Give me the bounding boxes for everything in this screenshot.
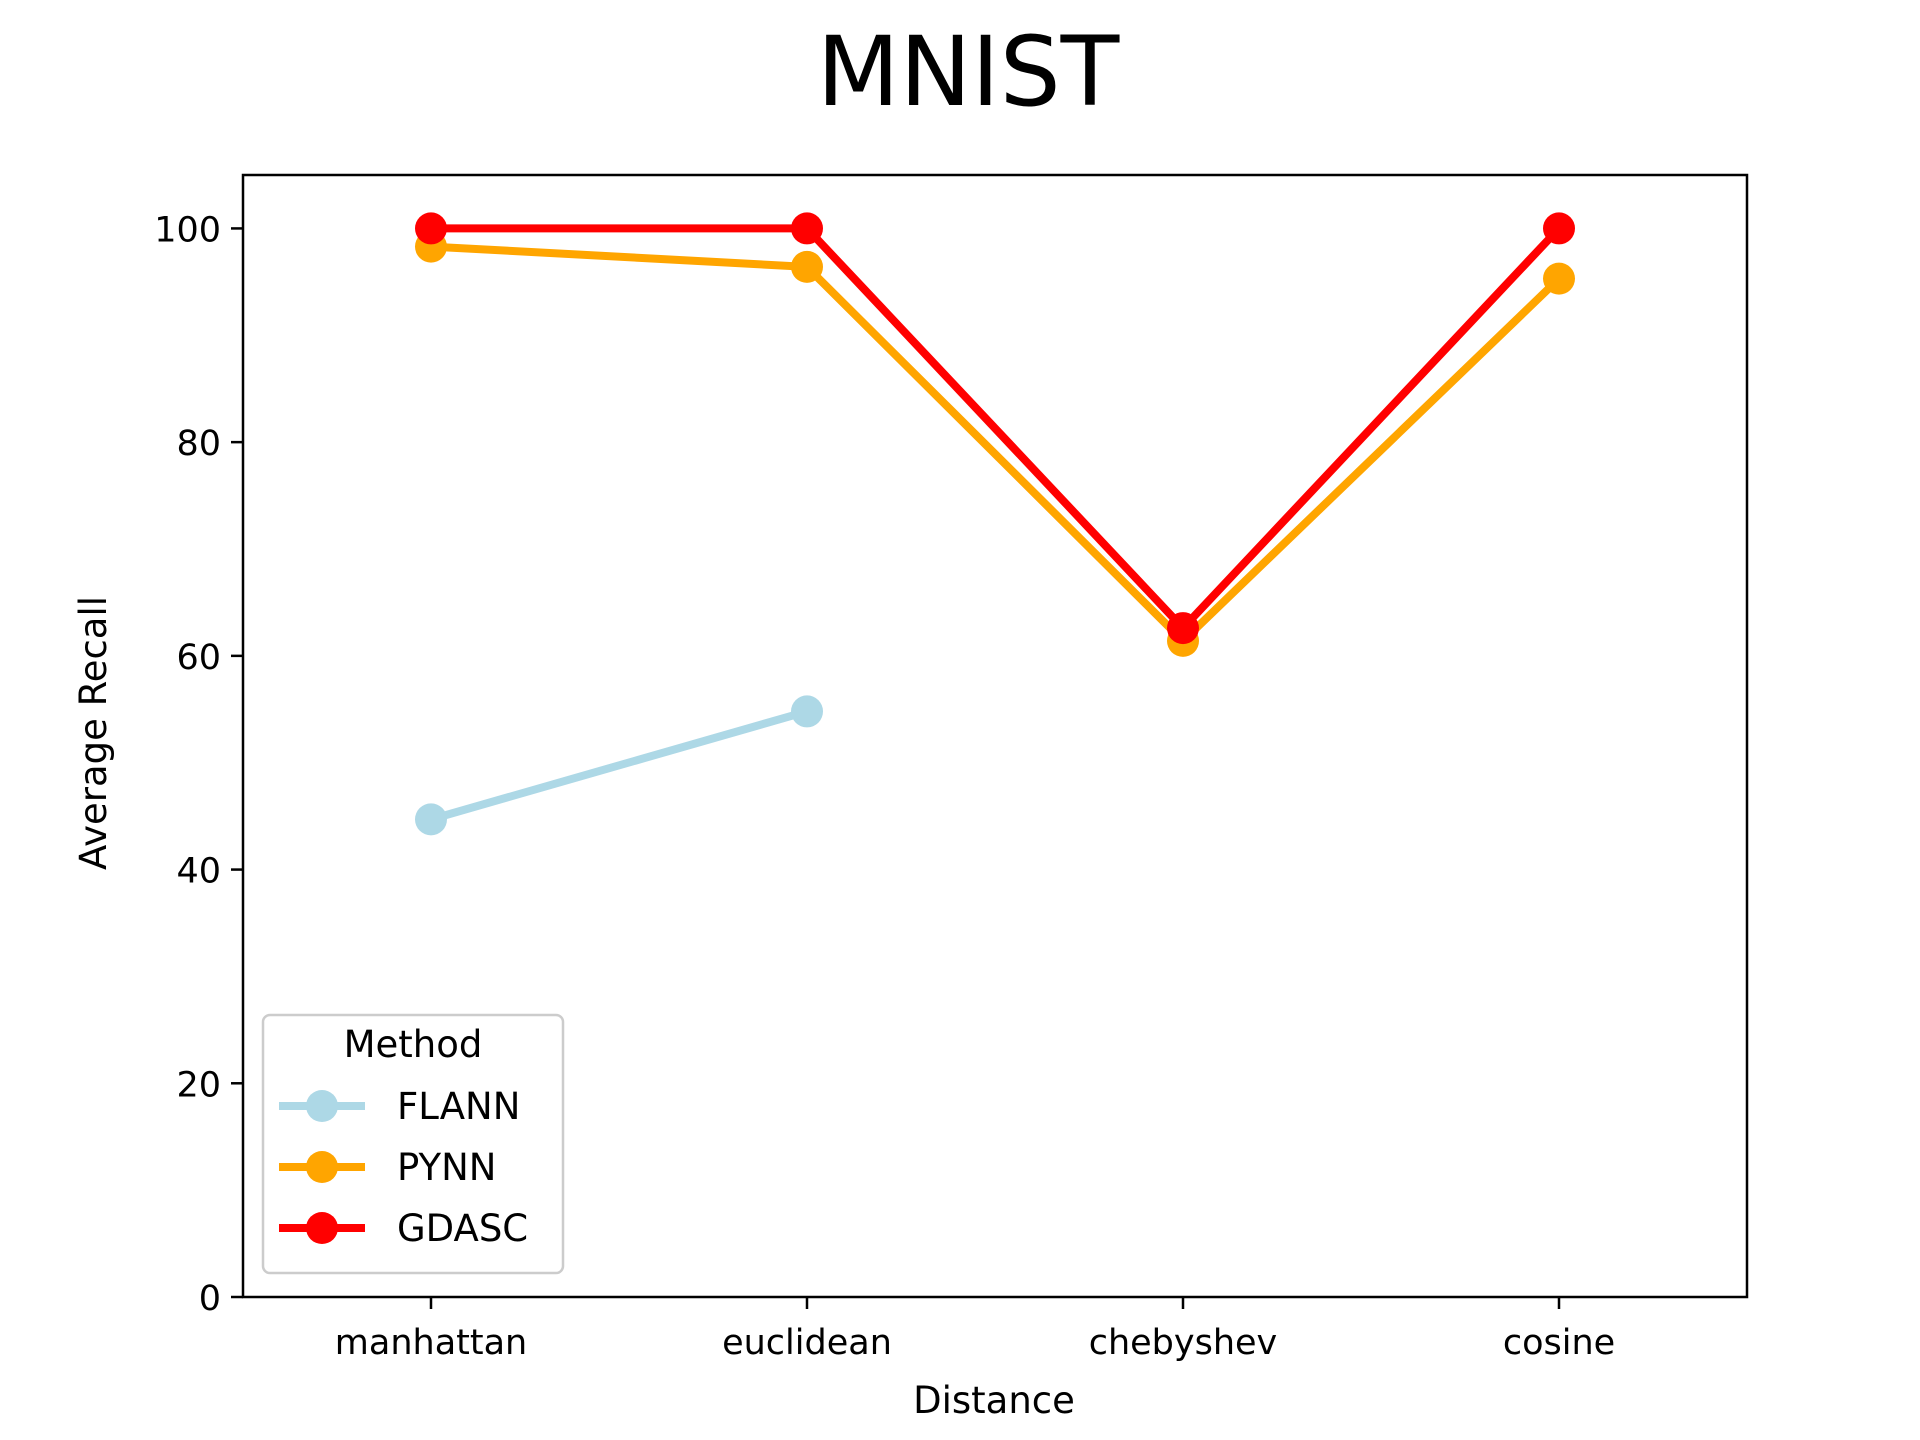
legend-label-pynn: PYNN bbox=[397, 1146, 496, 1189]
y-tick-label: 40 bbox=[176, 852, 221, 892]
y-tick-label: 80 bbox=[176, 424, 221, 464]
y-tick-label: 60 bbox=[176, 638, 221, 678]
x-tick-label: chebyshev bbox=[1089, 1323, 1278, 1363]
y-tick-label: 100 bbox=[154, 210, 221, 250]
data-point-gdasc bbox=[791, 212, 823, 245]
x-tick-label: euclidean bbox=[722, 1323, 892, 1363]
x-tick-label: cosine bbox=[1503, 1323, 1615, 1363]
legend-title: Method bbox=[344, 1023, 483, 1066]
legend-marker-flann bbox=[306, 1090, 338, 1122]
axes-frame bbox=[241, 173, 1749, 1299]
legend: Method FLANN PYNN GDASC bbox=[261, 1013, 565, 1275]
y-axis-label: Average Recall bbox=[72, 596, 115, 870]
data-point-gdasc bbox=[1543, 212, 1575, 245]
series-line-flann bbox=[429, 707, 809, 824]
series-line-pynn bbox=[430, 242, 1562, 647]
legend-marker-pynn bbox=[306, 1151, 338, 1183]
series-flann bbox=[415, 695, 823, 836]
legend-marker-gdasc bbox=[306, 1212, 338, 1244]
series-line-gdasc bbox=[431, 224, 1562, 634]
data-point-flann bbox=[791, 695, 823, 728]
legend-box bbox=[261, 1013, 565, 1275]
x-axis-label: Distance bbox=[913, 1379, 1075, 1422]
legend-label-gdasc: GDASC bbox=[397, 1207, 528, 1250]
plot-area: 0 20 40 60 80 100 manhattan euclidean chebyshev c… bbox=[154, 173, 1749, 1363]
data-point-pynn bbox=[1543, 262, 1575, 295]
data-point-gdasc bbox=[415, 212, 447, 245]
series-gdasc bbox=[415, 212, 1575, 645]
data-point-gdasc bbox=[1167, 612, 1199, 645]
legend-label-flann: FLANN bbox=[397, 1085, 520, 1128]
x-tick-label: manhattan bbox=[335, 1323, 527, 1363]
chart-title: MNIST bbox=[817, 16, 1120, 128]
y-tick-label: 20 bbox=[176, 1065, 221, 1105]
data-point-pynn bbox=[791, 250, 823, 283]
data-point-flann bbox=[415, 803, 447, 836]
y-tick-label: 0 bbox=[199, 1279, 221, 1319]
series-pynn bbox=[415, 230, 1575, 657]
